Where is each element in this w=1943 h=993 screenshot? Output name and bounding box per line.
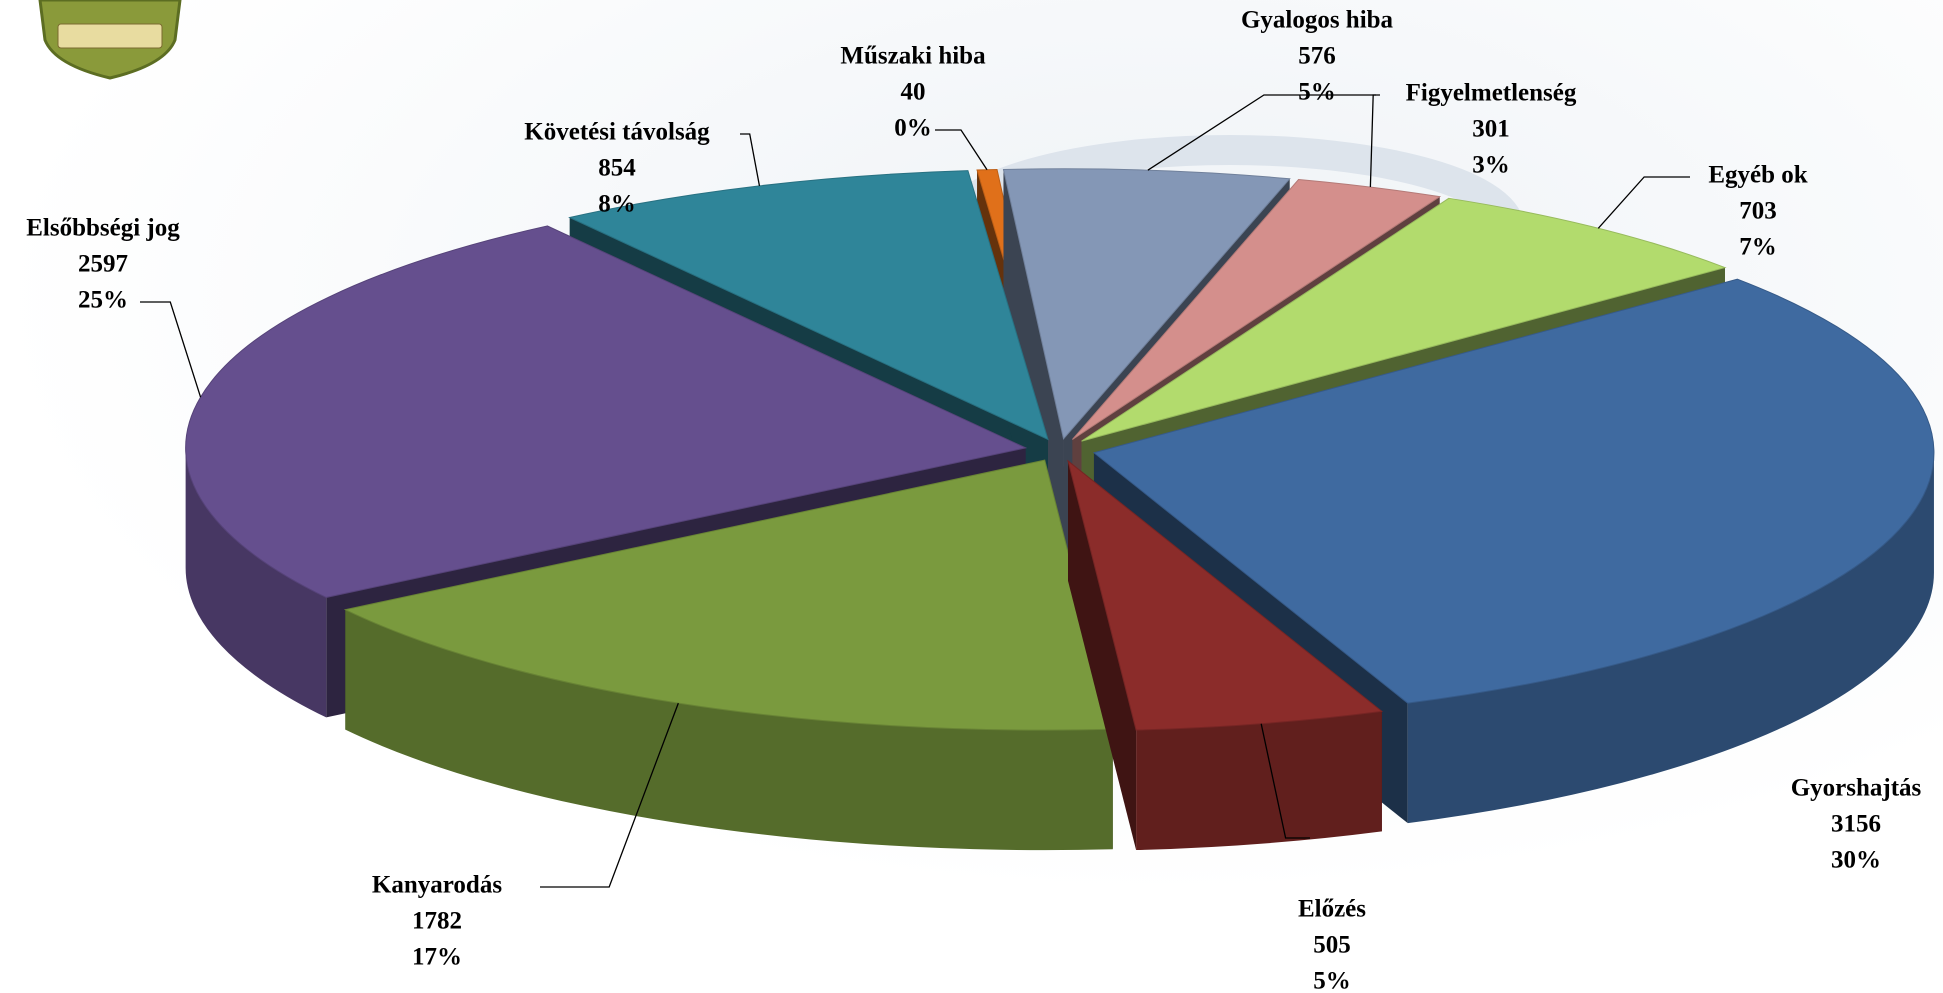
category-label: Követési távolság — [524, 119, 710, 146]
slice-wall — [1407, 452, 1934, 824]
category-label: Előzés — [1298, 896, 1366, 923]
leader-line — [740, 133, 761, 186]
slice — [1072, 178, 1442, 440]
leader-line — [540, 702, 679, 888]
slice-side — [1068, 460, 1137, 851]
category-label: Műszaki hiba — [840, 43, 986, 70]
category-label: Figyelmetlenség — [1406, 80, 1577, 107]
leader-line — [935, 129, 988, 171]
percent-label: 17% — [412, 944, 462, 971]
value-label: 3156 — [1831, 811, 1881, 838]
police-badge — [38, 0, 182, 80]
percent-label: 5% — [1313, 968, 1351, 993]
slice — [1067, 459, 1384, 731]
value-label: 1782 — [412, 908, 462, 935]
leader-line — [1260, 723, 1310, 839]
category-label: Egyéb ok — [1708, 162, 1807, 189]
percent-label: 3% — [1472, 152, 1510, 179]
value-label: 505 — [1313, 932, 1351, 959]
value-label: 40 — [901, 79, 926, 106]
category-label: Elsőbbségi jog — [26, 215, 180, 242]
slice-side — [1003, 169, 1064, 559]
percent-label: 0% — [894, 115, 932, 142]
slice — [1081, 197, 1727, 442]
percent-label: 25% — [78, 287, 128, 314]
percent-label: 30% — [1831, 847, 1881, 874]
leader-line — [140, 301, 202, 398]
slice-wall — [1136, 711, 1382, 851]
labels: Gyorshajtás 3156 30% Előzés 505 5% Kanyarodás 1… — [26, 7, 1921, 993]
leader-line — [1147, 94, 1380, 171]
value-label: 2597 — [78, 251, 128, 278]
slice-wall — [185, 447, 327, 718]
percent-label: 5% — [1298, 79, 1336, 106]
percent-label: 8% — [598, 191, 636, 218]
slice — [1092, 278, 1935, 704]
value-label: 854 — [598, 155, 636, 182]
value-label: 576 — [1298, 43, 1336, 70]
percent-label: 7% — [1739, 234, 1777, 261]
pie — [185, 168, 1935, 851]
category-label: Gyalogos hiba — [1241, 7, 1394, 34]
category-label: Kanyarodás — [372, 872, 502, 899]
leader-line — [1597, 176, 1690, 229]
value-label: 703 — [1739, 198, 1777, 225]
category-label: Gyorshajtás — [1791, 775, 1922, 802]
slice-wall — [345, 609, 1113, 851]
leader-line — [1369, 94, 1376, 188]
value-label: 301 — [1472, 116, 1510, 143]
